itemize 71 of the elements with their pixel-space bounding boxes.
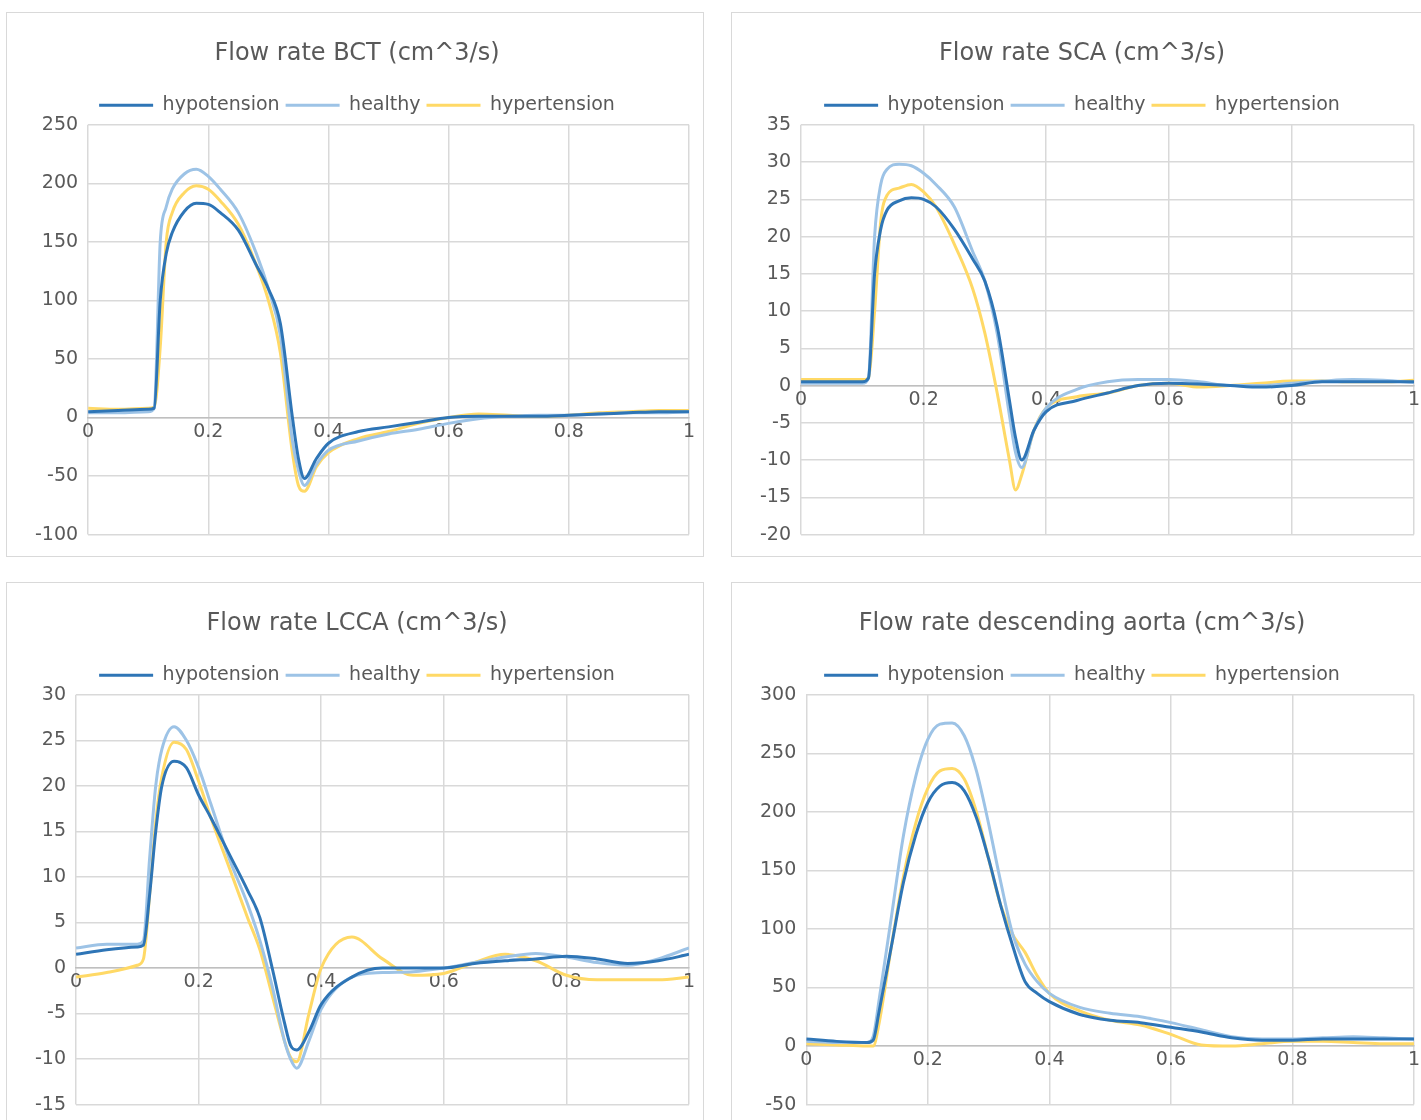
- x-tick-label: 0: [800, 1047, 813, 1070]
- y-tick-label: 250: [760, 740, 797, 763]
- y-tick-label: 100: [41, 287, 79, 310]
- chart-title: Flow rate LCCA (cm^3/s): [206, 607, 508, 636]
- x-tick-label: 0.8: [1277, 1047, 1308, 1070]
- legend-label: hypertension: [1215, 662, 1340, 685]
- y-tick-label: 0: [778, 372, 792, 395]
- x-tick-label: 1: [682, 418, 696, 441]
- y-tick-label: -15: [759, 484, 792, 507]
- x-tick-label: 0.2: [183, 969, 214, 992]
- y-tick-label: -5: [47, 1000, 67, 1023]
- y-tick-label: 0: [66, 404, 79, 427]
- legend-label: hypotension: [887, 662, 1005, 685]
- chart-title: Flow rate descending aorta (cm^3/s): [858, 607, 1306, 636]
- y-tick-label: 30: [41, 681, 67, 704]
- y-tick-label: -15: [34, 1091, 67, 1114]
- y-tick-label: 30: [766, 148, 792, 171]
- y-tick-label: 200: [41, 170, 79, 193]
- y-tick-label: 15: [41, 818, 67, 841]
- legend-label: healthy: [1074, 92, 1146, 115]
- legend-label: healthy: [349, 92, 421, 115]
- y-tick-label: 5: [778, 335, 792, 358]
- legend-label: hypotension: [162, 92, 280, 115]
- legend-label: healthy: [349, 662, 421, 685]
- legend-label: hypertension: [490, 92, 615, 115]
- legend-label: hypotension: [162, 662, 280, 685]
- chart-title: Flow rate SCA (cm^3/s): [938, 37, 1226, 66]
- legend-label: hypotension: [887, 92, 1005, 115]
- y-tick-label: -10: [759, 447, 792, 470]
- y-tick-label: 50: [772, 974, 797, 997]
- x-tick-label: 0: [82, 418, 95, 441]
- x-tick-label: 0.6: [1153, 386, 1184, 409]
- y-tick-label: 150: [760, 857, 797, 880]
- y-tick-label: 20: [766, 223, 792, 246]
- y-tick-label: 5: [53, 909, 67, 932]
- legend-label: hypertension: [490, 662, 615, 685]
- y-tick-label: 25: [766, 186, 792, 209]
- x-tick-label: 0.2: [193, 418, 224, 441]
- y-tick-label: 250: [41, 111, 79, 134]
- y-tick-label: -50: [765, 1091, 797, 1114]
- y-tick-label: 0: [53, 954, 67, 977]
- y-tick-label: 150: [41, 228, 79, 251]
- x-tick-label: 0.8: [1276, 386, 1307, 409]
- x-tick-label: 0.8: [553, 418, 584, 441]
- y-tick-label: -5: [772, 409, 792, 432]
- y-tick-label: -100: [35, 521, 79, 544]
- y-tick-label: 200: [760, 798, 797, 821]
- chart-title: Flow rate BCT (cm^3/s): [214, 37, 500, 66]
- x-tick-label: 0.2: [908, 386, 939, 409]
- y-tick-label: 100: [760, 915, 797, 938]
- x-tick-label: 1: [1407, 1047, 1421, 1070]
- x-tick-label: 0.4: [313, 418, 344, 441]
- y-tick-label: 35: [766, 111, 792, 134]
- y-tick-label: 20: [41, 772, 67, 795]
- x-tick-label: 1: [1407, 386, 1421, 409]
- legend-label: healthy: [1074, 662, 1146, 685]
- y-tick-label: 10: [41, 863, 67, 886]
- legend-label: hypertension: [1215, 92, 1340, 115]
- x-tick-label: 0.2: [912, 1047, 943, 1070]
- y-tick-label: -50: [47, 462, 79, 485]
- x-tick-label: 0.6: [1155, 1047, 1187, 1070]
- y-tick-label: 300: [760, 681, 797, 704]
- y-tick-label: -20: [759, 521, 792, 544]
- y-tick-label: 25: [41, 727, 67, 750]
- y-tick-label: 10: [766, 298, 792, 321]
- x-tick-label: 0.4: [1034, 1047, 1065, 1070]
- x-tick-label: 1: [682, 969, 696, 992]
- y-tick-label: 0: [784, 1032, 797, 1055]
- y-tick-label: 15: [766, 260, 792, 283]
- y-tick-label: -10: [34, 1046, 67, 1068]
- y-tick-label: 50: [53, 345, 79, 368]
